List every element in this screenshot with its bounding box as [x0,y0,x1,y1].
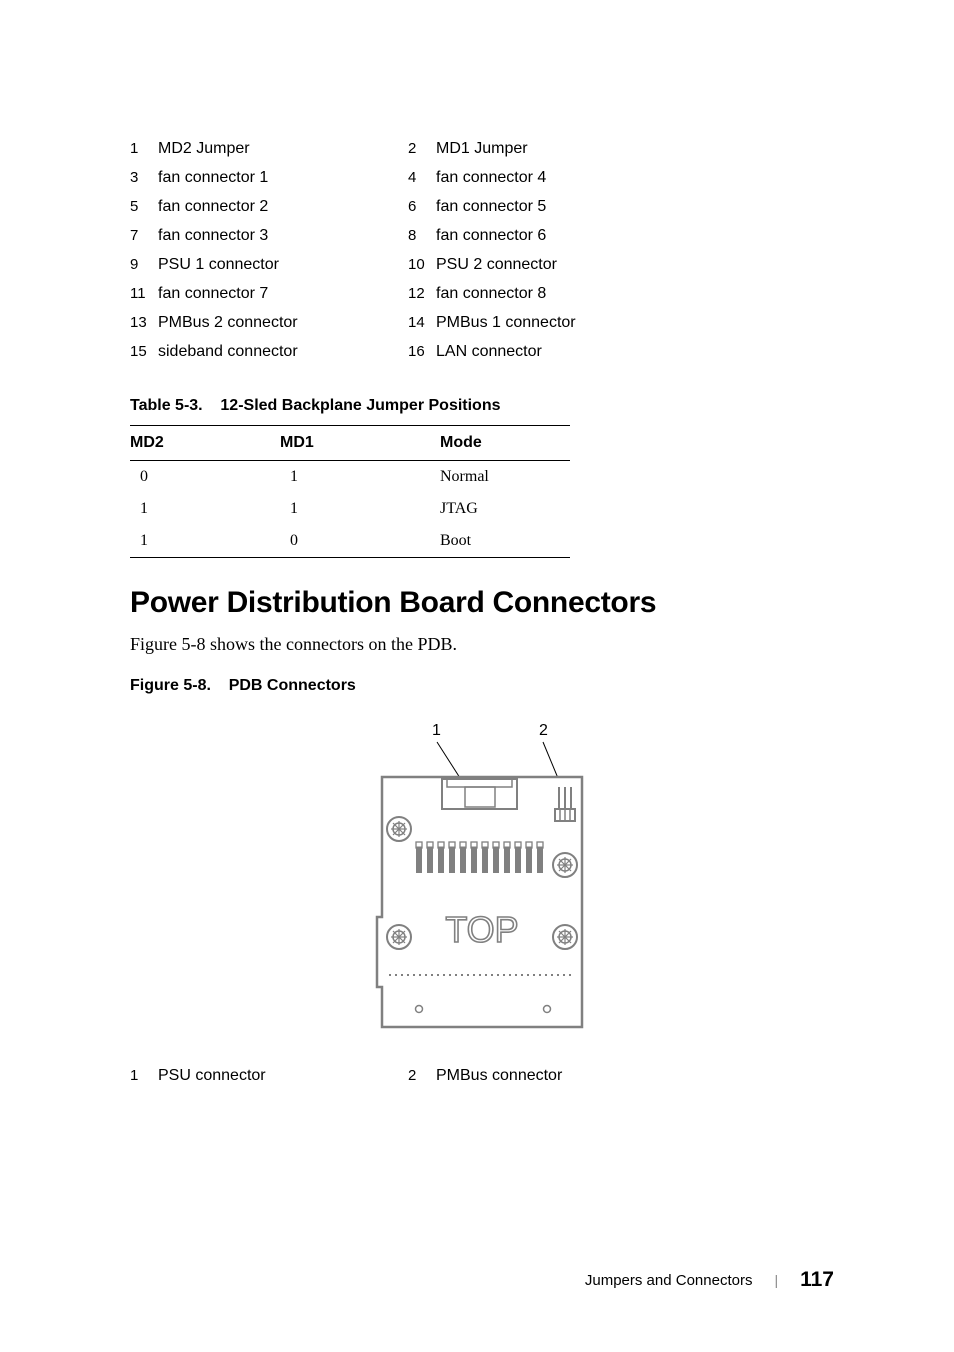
legend-num: 16 [408,343,436,361]
board-outline [377,777,582,1027]
legend-text: PSU connector [158,1067,408,1085]
table-caption-prefix: Table 5-3. [130,397,203,414]
cell: 1 [280,493,440,525]
legend-num: 2 [408,1067,436,1085]
cell: 0 [130,461,280,494]
legend-text: PMBus 2 connector [158,314,408,332]
legend-text: fan connector 2 [158,198,408,216]
cell: 1 [130,493,280,525]
figure-caption-text: PDB Connectors [229,677,356,694]
th-md1: MD1 [280,426,440,461]
legend-text: MD1 Jumper [436,140,686,158]
legend-num: 1 [130,140,158,158]
table-caption: Table 5-3. 12-Sled Backplane Jumper Posi… [130,397,834,415]
legend-text: PMBus connector [436,1067,686,1085]
figure-caption-prefix: Figure 5-8. [130,677,211,694]
body-text: Figure 5-8 shows the connectors on the P… [130,634,834,655]
cell: 1 [280,461,440,494]
footer-separator: | [774,1272,778,1288]
footer-section: Jumpers and Connectors [585,1272,753,1289]
legend-text: fan connector 8 [436,285,686,303]
cell: 0 [280,525,440,558]
legend-text: fan connector 7 [158,285,408,303]
legend-text: fan connector 3 [158,227,408,245]
cell: JTAG [440,493,570,525]
footer-page-number: 117 [800,1268,834,1292]
legend-num: 4 [408,169,436,187]
section-title: Power Distribution Board Connectors [130,586,834,620]
pdb-figure: 1 2 [130,717,834,1037]
callout-1: 1 [432,722,441,739]
table-row: 1 0 Boot [130,525,570,558]
legend-num: 13 [130,314,158,332]
legend-text: LAN connector [436,343,686,361]
table-row: 1 1 JTAG [130,493,570,525]
legend-num: 7 [130,227,158,245]
table-row: 0 1 Normal [130,461,570,494]
legend-text: fan connector 1 [158,169,408,187]
callout-2: 2 [539,722,548,739]
legend-text: PSU 2 connector [436,256,686,274]
legend-num: 5 [130,198,158,216]
legend-text: fan connector 6 [436,227,686,245]
legend-text: fan connector 4 [436,169,686,187]
legend-num: 12 [408,285,436,303]
legend-num: 15 [130,343,158,361]
jumper-table: MD2 MD1 Mode 0 1 Normal 1 1 JTAG 1 0 Boo… [130,425,570,558]
top-label: TOP [445,909,518,950]
table-caption-text: 12-Sled Backplane Jumper Positions [220,397,500,414]
legend-num: 9 [130,256,158,274]
legend-num: 8 [408,227,436,245]
page-footer: Jumpers and Connectors | 117 [585,1268,834,1292]
cell: 1 [130,525,280,558]
cell: Boot [440,525,570,558]
legend-num: 3 [130,169,158,187]
th-md2: MD2 [130,426,280,461]
legend-num: 11 [130,285,158,303]
legend-num: 10 [408,256,436,274]
figure-caption: Figure 5-8. PDB Connectors [130,677,834,695]
legend-text: fan connector 5 [436,198,686,216]
backplane-legend: 1 MD2 Jumper 2 MD1 Jumper 3 fan connecto… [130,140,834,361]
pdb-svg: 1 2 [347,717,617,1037]
legend-text: sideband connector [158,343,408,361]
legend-num: 1 [130,1067,158,1085]
legend-num: 6 [408,198,436,216]
legend-text: PSU 1 connector [158,256,408,274]
legend-text: MD2 Jumper [158,140,408,158]
th-mode: Mode [440,426,570,461]
legend-num: 14 [408,314,436,332]
cell: Normal [440,461,570,494]
pdb-legend: 1 PSU connector 2 PMBus connector [130,1067,834,1085]
legend-text: PMBus 1 connector [436,314,686,332]
legend-num: 2 [408,140,436,158]
